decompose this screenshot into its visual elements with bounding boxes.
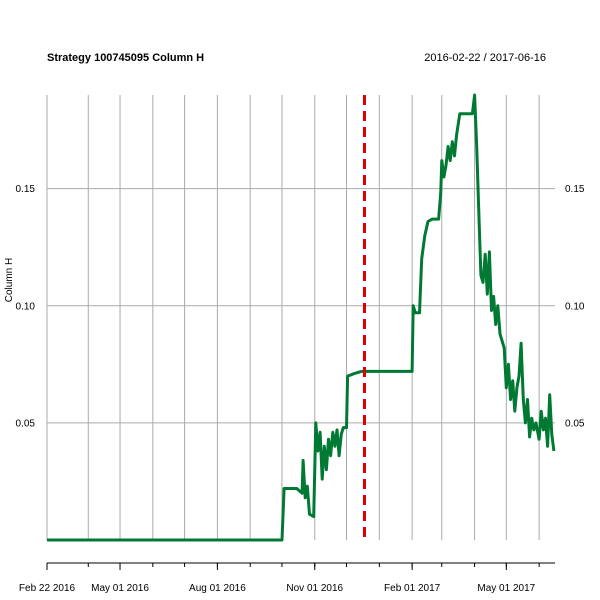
x-tick-label: May 01 2017 [477, 583, 535, 594]
y-tick-label-left: 0.15 [16, 184, 36, 195]
chart-title: Strategy 100745095 Column H [47, 52, 205, 64]
y-tick-label-right: 0.10 [565, 301, 585, 312]
date-range: 2016-02-22 / 2017-06-16 [424, 52, 546, 64]
x-tick-label: Nov 01 2016 [286, 583, 343, 594]
axis-layer: 0.05 0.05 0.10 0.10 0.15 0.15 Feb 22 2016 May 0… [16, 184, 585, 594]
x-tick-label: Aug 01 2016 [189, 583, 246, 594]
y-tick-label-right: 0.05 [565, 418, 585, 429]
series-line [47, 93, 556, 542]
series-layer [47, 93, 556, 542]
x-tick-label: Feb 01 2017 [384, 583, 441, 594]
x-tick-label: Feb 22 2016 [19, 583, 76, 594]
y-axis-label: Column H [4, 258, 15, 302]
grid [46, 95, 555, 540]
y-tick-label-right: 0.15 [565, 184, 585, 195]
x-tick-label: May 01 2016 [91, 583, 149, 594]
y-tick-label-left: 0.05 [16, 418, 36, 429]
y-tick-label-left: 0.10 [16, 301, 36, 312]
